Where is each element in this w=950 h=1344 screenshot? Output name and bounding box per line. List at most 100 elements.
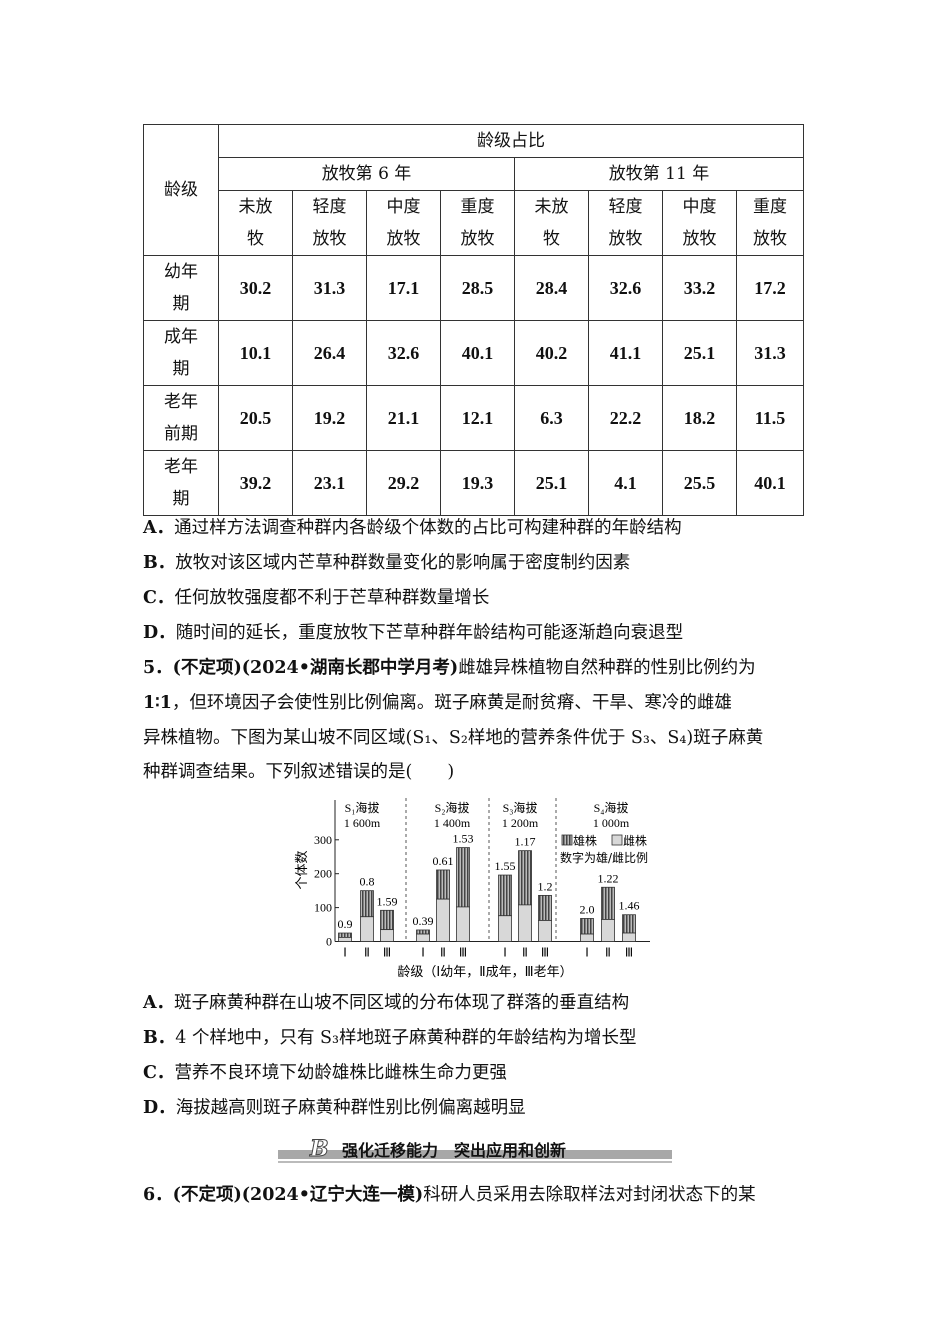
male-bar <box>338 932 352 938</box>
male-bar <box>538 894 552 921</box>
table-cell: 39.2 <box>218 450 293 516</box>
section-banner: B 强化迁移能力 突出应用和创新 <box>278 1136 672 1163</box>
x-tick-label: Ⅲ <box>459 946 467 960</box>
row-label: 幼年期 <box>143 255 219 321</box>
ratio-label: 1.2 <box>538 879 553 893</box>
x-tick-label: Ⅱ <box>605 946 611 960</box>
subcol-header: 中度 放牧 <box>366 190 441 256</box>
female-bar <box>416 933 430 942</box>
option-c: C．营养不良环境下幼龄雄株比雌株生命力更强 <box>143 1063 507 1083</box>
x-tick-label: Ⅲ <box>625 946 633 960</box>
ratio-label: 0.61 <box>433 854 454 868</box>
male-bar <box>622 914 636 934</box>
row-header: 龄级 <box>143 124 219 256</box>
group-altitude: 1 200m <box>502 816 539 830</box>
q5-line-2: 1∶1，但环境因子会使性别比例偏离。斑子麻黄是耐贫瘠、干旱、寒冷的雌雄 <box>143 691 732 715</box>
q5-line-3: 异株植物。下图为某山坡不同区域(S₁、S₂样地的营养条件优于 S₃、S₄)斑子麻… <box>143 728 764 748</box>
ratio-label: 1.22 <box>598 871 619 885</box>
y-tick-label: 200 <box>314 867 332 881</box>
subcol-header: 未放牧 <box>514 190 589 256</box>
y-axis-label: 个体数 <box>295 850 310 889</box>
table-cell: 40.1 <box>736 450 804 516</box>
ratio-label: 1.55 <box>495 859 516 873</box>
q5-line-1: 5．(不定项)(2024•湖南长郡中学月考)雌雄异株植物自然种群的性别比例约为 <box>143 656 756 680</box>
option-b: B．放牧对该区域内芒草种群数量变化的影响属于密度制约因素 <box>143 553 631 573</box>
option-a: A．通过样方法调查种群内各龄级个体数的占比可构建种群的年龄结构 <box>143 518 682 538</box>
section-letter-icon: B <box>309 1136 329 1162</box>
legend-note: 数字为雄/雌比例 <box>560 850 648 865</box>
table-cell: 22.2 <box>588 385 663 451</box>
q6-text: 科研人员采用去除取样法对封闭状态下的某 <box>423 1185 756 1205</box>
table-cell: 28.5 <box>440 255 515 321</box>
table-cell: 19.3 <box>440 450 515 516</box>
table-cell: 32.6 <box>588 255 663 321</box>
ratio-label: 1.59 <box>377 894 398 908</box>
female-bar <box>338 937 352 942</box>
table-cell: 11.5 <box>736 385 804 451</box>
male-bar <box>498 874 512 917</box>
ratio-label: 0.9 <box>338 917 353 931</box>
table-cell: 23.1 <box>292 450 367 516</box>
table-row: 老年 前期 20.5 19.2 21.1 12.1 6.3 22.2 18.2 11.5 <box>143 385 804 451</box>
ratio-label: 1.17 <box>515 835 536 849</box>
table-cell: 31.3 <box>292 255 367 321</box>
table-cell: 25.1 <box>662 320 737 386</box>
legend-female-swatch <box>611 834 623 846</box>
table-row: 老年期 39.2 23.1 29.2 19.3 25.1 4.1 25.5 40.1 <box>143 450 804 516</box>
option-b: B．4 个样地中，只有 S₃样地斑子麻黄种群的年龄结构为增长型 <box>143 1028 637 1048</box>
male-bar <box>360 890 374 918</box>
x-tick-label: Ⅰ <box>503 946 507 960</box>
y-tick-label: 100 <box>314 901 332 915</box>
table-cell: 25.1 <box>514 450 589 516</box>
ratio-label: 0.8 <box>360 875 375 889</box>
subcol-header: 轻度 放牧 <box>588 190 663 256</box>
top-header: 龄级占比 <box>218 124 804 158</box>
y-tick-label: 300 <box>314 833 332 847</box>
subcol-header: 未放牧 <box>218 190 293 256</box>
group-header: 放牧第 6 年 <box>218 157 515 191</box>
table-row: 成年期 10.1 26.4 32.6 40.1 40.2 41.1 25.1 31.3 <box>143 320 804 386</box>
group-altitude: 1 000m <box>593 816 630 830</box>
table-cell: 18.2 <box>662 385 737 451</box>
male-bar <box>518 850 532 906</box>
q5-text: 雌雄异株植物自然种群的性别比例约为 <box>458 658 756 678</box>
male-bar <box>456 847 470 908</box>
female-bar <box>538 920 552 942</box>
x-tick-label: Ⅰ <box>585 946 589 960</box>
table-cell: 40.1 <box>440 320 515 386</box>
group-altitude: 1 600m <box>344 816 381 830</box>
male-bar <box>436 869 450 900</box>
banner-bar <box>278 1150 672 1159</box>
table-cell: 17.1 <box>366 255 441 321</box>
table-cell: 20.5 <box>218 385 293 451</box>
ratio-label: 1.46 <box>619 899 640 913</box>
legend-male: 雄株 <box>573 833 597 848</box>
table-cell: 33.2 <box>662 255 737 321</box>
option-c: C．任何放牧强度都不利于芒草种群数量增长 <box>143 588 490 608</box>
group-altitude: 1 400m <box>434 816 471 830</box>
female-bar <box>518 904 532 942</box>
group-header: 放牧第 11 年 <box>514 157 804 191</box>
x-tick-label: Ⅰ <box>343 946 347 960</box>
ratio-label: 2.0 <box>580 902 595 916</box>
x-tick-label: Ⅰ <box>421 946 425 960</box>
row-label: 成年期 <box>143 320 219 386</box>
q5-number: 5．(不定项)(2024•湖南长郡中学月考) <box>143 658 459 678</box>
x-tick-label: Ⅱ <box>440 946 446 960</box>
q5-text: ，但环境因子会使性别比例偏离。斑子麻黄是耐贫瘠、干旱、寒冷的雌雄 <box>171 693 732 713</box>
subcol-header: 重度 放牧 <box>736 190 804 256</box>
group-name: S₁海拔 <box>345 800 380 815</box>
group-name: S₄海拔 <box>594 800 629 815</box>
table-cell: 29.2 <box>366 450 441 516</box>
table-cell: 17.2 <box>736 255 804 321</box>
q6-line-1: 6．(不定项)(2024•辽宁大连一模)科研人员采用去除取样法对封闭状态下的某 <box>143 1183 756 1207</box>
female-bar <box>580 933 594 942</box>
ratio-label: 1.53 <box>453 832 474 846</box>
ratio-label: 0.39 <box>413 914 434 928</box>
q6-number: 6．(不定项)(2024•辽宁大连一模) <box>143 1185 424 1205</box>
female-bar <box>456 906 470 942</box>
table-cell: 41.1 <box>588 320 663 386</box>
x-tick-label: Ⅲ <box>541 946 549 960</box>
male-bar <box>380 909 394 931</box>
